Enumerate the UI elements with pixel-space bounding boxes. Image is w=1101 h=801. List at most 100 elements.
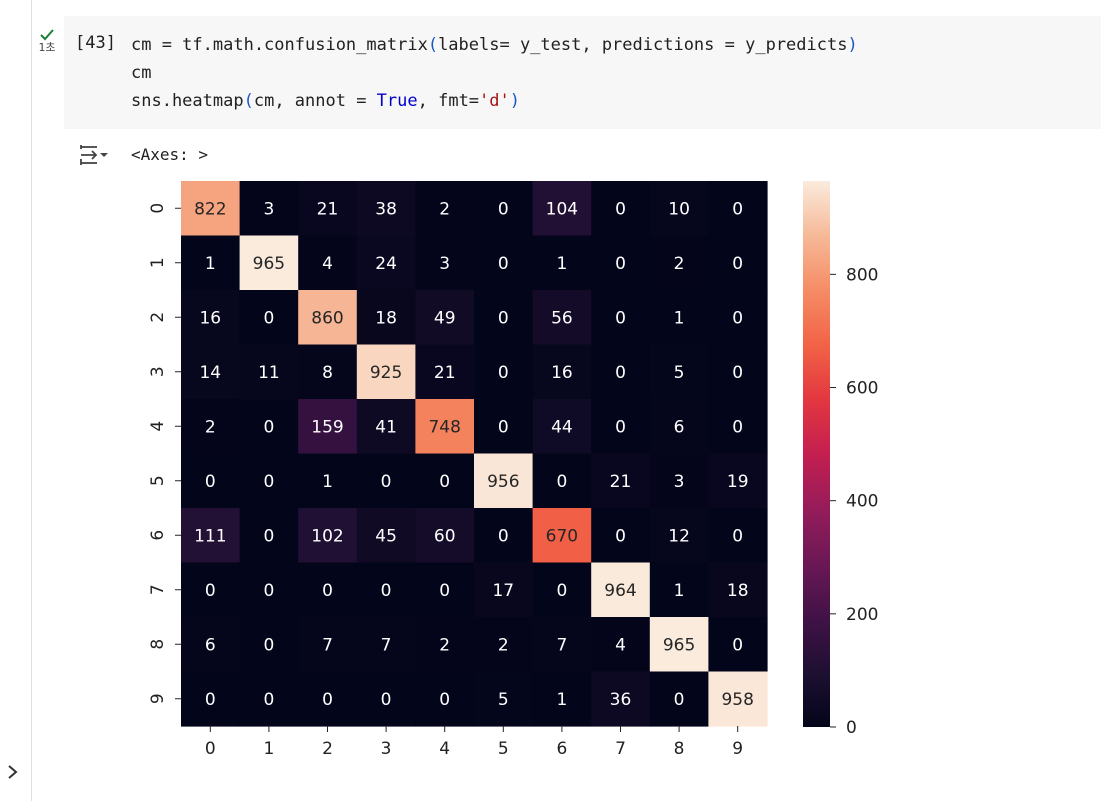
chevron-right-icon bbox=[8, 765, 18, 779]
x-tick-label: 7 bbox=[615, 739, 626, 759]
cell-annotation: 956 bbox=[487, 472, 519, 492]
heatmap-cell bbox=[532, 671, 592, 727]
heatmap-cell bbox=[298, 399, 358, 455]
heatmap-cell bbox=[649, 290, 709, 346]
cell-annotation: 4 bbox=[322, 254, 333, 274]
cell-annotation: 1 bbox=[556, 690, 567, 710]
heatmap-cell bbox=[356, 399, 416, 455]
x-tick-label: 8 bbox=[674, 739, 685, 759]
heatmap-cell bbox=[181, 617, 241, 673]
cell-annotation: 0 bbox=[263, 472, 274, 492]
cell-annotation: 1 bbox=[205, 254, 216, 274]
heatmap-cell bbox=[649, 453, 709, 509]
cell-annotation: 0 bbox=[498, 526, 509, 546]
cell-annotation: 0 bbox=[439, 581, 450, 601]
cell-annotation: 0 bbox=[615, 417, 626, 437]
heatmap-cell bbox=[591, 290, 651, 346]
code-token: ( bbox=[427, 35, 439, 55]
cell-annotation: 7 bbox=[322, 635, 333, 655]
check-icon bbox=[40, 29, 54, 41]
heatmap-cell bbox=[298, 290, 358, 346]
cell-annotation: 3 bbox=[263, 199, 274, 219]
heatmap-cell bbox=[591, 562, 651, 618]
cell-annotation: 21 bbox=[610, 472, 632, 492]
collapse-button[interactable] bbox=[6, 762, 20, 782]
cell-annotation: 0 bbox=[322, 581, 333, 601]
cell-annotation: 2 bbox=[498, 635, 509, 655]
heatmap-cell bbox=[708, 235, 768, 291]
heatmap-cell bbox=[532, 508, 592, 564]
heatmap-cell bbox=[474, 399, 534, 455]
heatmap-cell bbox=[591, 181, 651, 237]
code-editor[interactable]: cm = tf.math.confusion_matrix(labels= y_… bbox=[131, 31, 858, 115]
cell-annotation: 1 bbox=[322, 472, 333, 492]
heatmap-cell bbox=[649, 617, 709, 673]
heatmap-cell bbox=[239, 290, 299, 346]
heatmap-cell bbox=[649, 399, 709, 455]
cell-annotation: 0 bbox=[381, 472, 392, 492]
y-tick-label: 7 bbox=[148, 584, 168, 595]
cell-annotation: 958 bbox=[721, 690, 753, 710]
heatmap-cell bbox=[239, 181, 299, 237]
colorbar-tick-label: 0 bbox=[846, 718, 857, 738]
heatmap-cell bbox=[474, 181, 534, 237]
heatmap-cell bbox=[415, 399, 475, 455]
cell-annotation: 2 bbox=[205, 417, 216, 437]
cell-annotation: 0 bbox=[498, 199, 509, 219]
cell-annotation: 0 bbox=[732, 526, 743, 546]
heatmap-cell bbox=[415, 617, 475, 673]
output-toggle-button[interactable] bbox=[79, 144, 111, 166]
cell-annotation: 0 bbox=[263, 526, 274, 546]
heatmap-cell bbox=[532, 399, 592, 455]
cell-annotation: 16 bbox=[199, 308, 221, 328]
cell-annotation: 3 bbox=[674, 472, 685, 492]
cell-annotation: 822 bbox=[194, 199, 226, 219]
cell-annotation: 36 bbox=[610, 690, 632, 710]
code-token: ) bbox=[847, 35, 858, 55]
cell-annotation: 0 bbox=[732, 199, 743, 219]
code-token: ) bbox=[509, 91, 521, 111]
code-cell[interactable] bbox=[64, 16, 1101, 129]
heatmap-cell bbox=[356, 508, 416, 564]
cell-annotation: 0 bbox=[732, 308, 743, 328]
heatmap-cell bbox=[181, 344, 241, 400]
cell-annotation: 0 bbox=[615, 308, 626, 328]
heatmap-cell bbox=[532, 617, 592, 673]
cell-annotation: 111 bbox=[194, 526, 226, 546]
heatmap-cell bbox=[415, 562, 475, 618]
cell-annotation: 6 bbox=[205, 635, 216, 655]
heatmap-cell bbox=[356, 344, 416, 400]
cell-annotation: 0 bbox=[498, 308, 509, 328]
cell-annotation: 2 bbox=[439, 199, 450, 219]
cell-annotation: 670 bbox=[546, 526, 578, 546]
heatmap-cell bbox=[708, 671, 768, 727]
x-tick-label: 3 bbox=[381, 739, 392, 759]
cell-annotation: 19 bbox=[727, 472, 749, 492]
x-tick-label: 6 bbox=[556, 739, 567, 759]
heatmap-cell bbox=[181, 399, 241, 455]
heatmap-cell bbox=[649, 562, 709, 618]
heatmap-cell bbox=[708, 453, 768, 509]
y-tick-label: 5 bbox=[148, 475, 168, 486]
cell-annotation: 18 bbox=[727, 581, 749, 601]
code-token: , fmt= bbox=[417, 91, 480, 111]
cell-annotation: 1 bbox=[674, 308, 685, 328]
heatmap-cell bbox=[298, 453, 358, 509]
cell-annotation: 21 bbox=[317, 199, 339, 219]
cell-annotation: 0 bbox=[439, 690, 450, 710]
heatmap-cell bbox=[415, 344, 475, 400]
cell-annotation: 0 bbox=[263, 417, 274, 437]
heatmap-cell bbox=[591, 508, 651, 564]
heatmap-cell bbox=[239, 617, 299, 673]
cell-annotation: 0 bbox=[732, 363, 743, 383]
run-status[interactable]: 1초 bbox=[34, 28, 60, 54]
cell-annotation: 102 bbox=[311, 526, 343, 546]
cell-annotation: 0 bbox=[205, 472, 216, 492]
heatmap-cell bbox=[474, 453, 534, 509]
heatmap-cell bbox=[532, 290, 592, 346]
heatmap-cell bbox=[415, 235, 475, 291]
heatmap-cell bbox=[708, 508, 768, 564]
heatmap-cell bbox=[298, 562, 358, 618]
cell-annotation: 12 bbox=[668, 526, 690, 546]
